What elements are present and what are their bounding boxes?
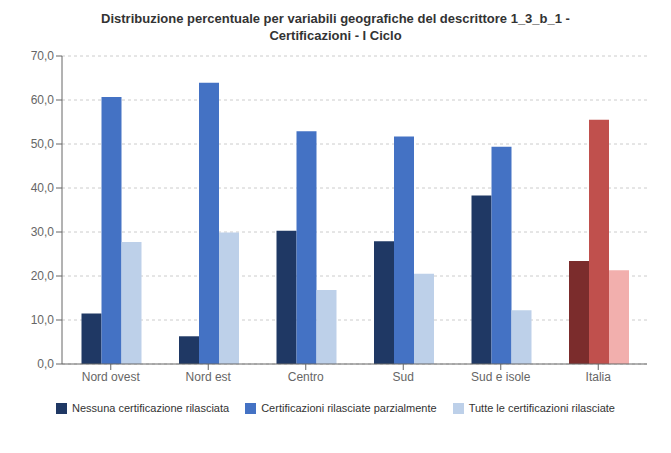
svg-text:0,0: 0,0	[37, 357, 54, 371]
svg-text:60,0: 60,0	[31, 93, 55, 107]
svg-text:Sud: Sud	[393, 370, 414, 384]
html-text:Tutte le certificazioni rilasc: Tutte le certificazioni rilasciate	[468, 402, 615, 414]
svg-text:70,0: 70,0	[31, 49, 55, 63]
html-text:Certificazioni - I Ciclo: Certificazioni - I Ciclo	[269, 28, 402, 43]
svg-text:Sud e isole: Sud e isole	[471, 370, 531, 384]
svg-text:40,0: 40,0	[31, 181, 55, 195]
html-text:Distribuzione percentuale per: Distribuzione percentuale per variabili …	[101, 11, 570, 26]
svg-text:20,0: 20,0	[31, 269, 55, 283]
svg-text:50,0: 50,0	[31, 137, 55, 151]
svg-text:30,0: 30,0	[31, 225, 55, 239]
svg-text:10,0: 10,0	[31, 313, 55, 327]
html-text:Certificazioni rilasciate parz: Certificazioni rilasciate parzialmente	[261, 402, 437, 414]
html-text:Nessuna certificazione rilasci: Nessuna certificazione rilasciata	[72, 402, 230, 414]
svg-text:Centro: Centro	[288, 370, 324, 384]
svg-text:Nord ovest: Nord ovest	[82, 370, 141, 384]
svg-text:Nord est: Nord est	[186, 370, 232, 384]
svg-text:Italia: Italia	[586, 370, 612, 384]
